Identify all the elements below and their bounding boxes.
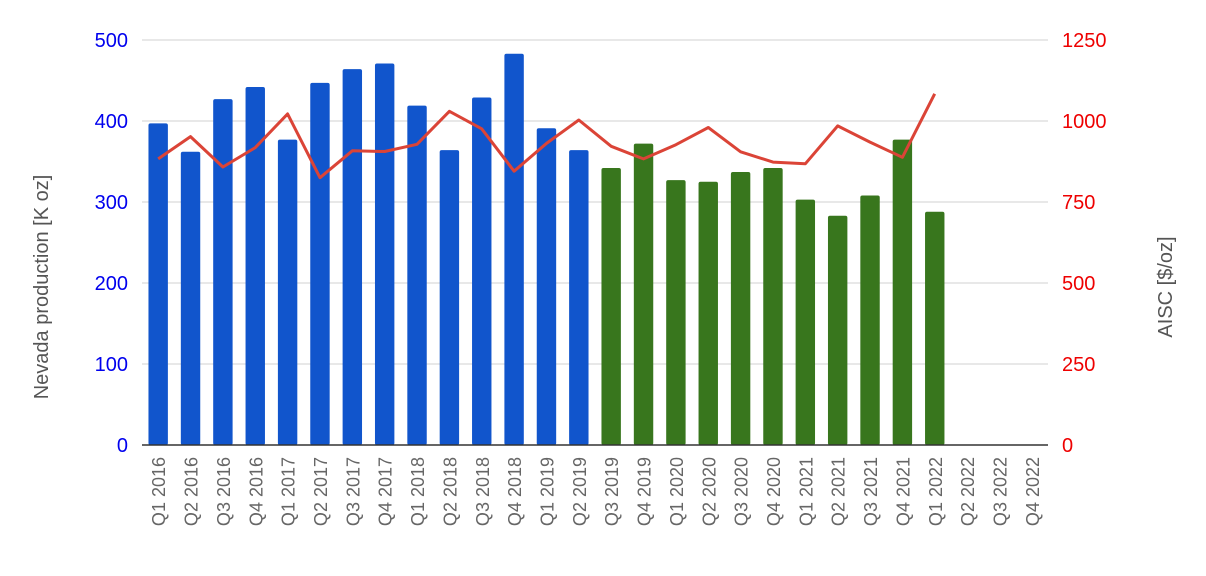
x-tick-label: Q3 2021: [861, 457, 881, 526]
x-tick-label: Q1 2019: [537, 457, 557, 526]
right-tick-label: 1250: [1062, 30, 1107, 52]
bar: [795, 199, 816, 445]
bar: [698, 181, 718, 445]
x-tick-label: Q3 2016: [214, 457, 234, 526]
aisc-line: [142, 93, 1048, 446]
right-tick-label: 750: [1062, 192, 1095, 214]
x-tick-label: Q1 2017: [279, 457, 299, 526]
x-tick-label: Q2 2020: [699, 457, 719, 526]
bar: [763, 167, 783, 446]
x-tick-label: Q4 2016: [246, 457, 266, 526]
bar: [407, 105, 427, 446]
left-tick-label: 0: [117, 435, 128, 457]
right-tick-label: 250: [1062, 354, 1095, 376]
bar: [245, 86, 265, 445]
x-tick-label: Q3 2020: [732, 457, 752, 526]
right-tick-label: 0: [1062, 435, 1073, 457]
bar: [892, 139, 913, 445]
left-tick-label: 500: [95, 30, 128, 52]
bar: [601, 167, 621, 446]
bars: [148, 53, 945, 446]
x-tick-label: Q4 2018: [505, 457, 525, 526]
bar: [666, 180, 686, 445]
left-axis-ticks: 0 100 200 300 400 500: [95, 30, 128, 457]
bar: [148, 123, 168, 446]
aisc-series-line: [157, 93, 937, 180]
bar: [925, 211, 945, 445]
x-tick-label: Q2 2016: [182, 457, 202, 526]
bar: [730, 172, 751, 445]
x-tick-label: Q2 2021: [829, 457, 849, 526]
x-tick-label: Q4 2022: [1023, 457, 1043, 526]
bar: [827, 215, 848, 445]
x-tick-label: Q4 2020: [764, 457, 784, 526]
x-tick-label: Q4 2021: [893, 457, 913, 526]
x-tick-label: Q2 2019: [570, 457, 590, 526]
bar: [504, 53, 524, 446]
x-tick-label: Q2 2018: [440, 457, 460, 526]
left-tick-label: 300: [95, 192, 128, 214]
x-tick-label: Q1 2022: [926, 457, 946, 526]
bar: [633, 143, 654, 445]
bar: [180, 151, 201, 445]
bar: [536, 128, 557, 446]
x-tick-label: Q3 2022: [990, 457, 1010, 526]
y2-axis-title: AISC [$/oz]: [1155, 236, 1177, 337]
right-tick-label: 1000: [1062, 111, 1107, 133]
bar: [342, 69, 363, 445]
x-tick-label: Q1 2018: [408, 457, 428, 526]
x-tick-label: Q1 2021: [796, 457, 816, 526]
bar: [439, 150, 460, 445]
left-tick-label: 400: [95, 111, 128, 133]
x-tick-label: Q2 2017: [311, 457, 331, 526]
bar: [860, 195, 880, 445]
y-axis-title: Nevada production [K oz]: [31, 175, 53, 400]
right-axis-ticks: 0 250 500 750 1000 1250: [1062, 30, 1107, 457]
x-tick-label: Q1 2020: [667, 457, 687, 526]
x-tick-label: Q2 2022: [958, 457, 978, 526]
left-tick-label: 200: [95, 273, 128, 295]
bar: [213, 99, 233, 445]
x-axis-ticks: Q1 2016 Q2 2016 Q3 2016 Q4 2016 Q1 2017 Q2 20…: [149, 457, 1043, 526]
bar: [472, 97, 492, 445]
left-tick-label: 100: [95, 354, 128, 376]
bar: [374, 63, 395, 446]
x-tick-label: Q1 2016: [149, 457, 169, 526]
bar: [310, 82, 330, 446]
bar: [277, 139, 298, 445]
right-tick-label: 500: [1062, 273, 1095, 295]
x-tick-label: Q3 2017: [343, 457, 363, 526]
x-tick-label: Q4 2017: [376, 457, 396, 526]
x-tick-label: Q3 2018: [473, 457, 493, 526]
bar: [569, 150, 589, 445]
x-tick-label: Q3 2019: [602, 457, 622, 526]
x-tick-label: Q4 2019: [635, 457, 655, 526]
